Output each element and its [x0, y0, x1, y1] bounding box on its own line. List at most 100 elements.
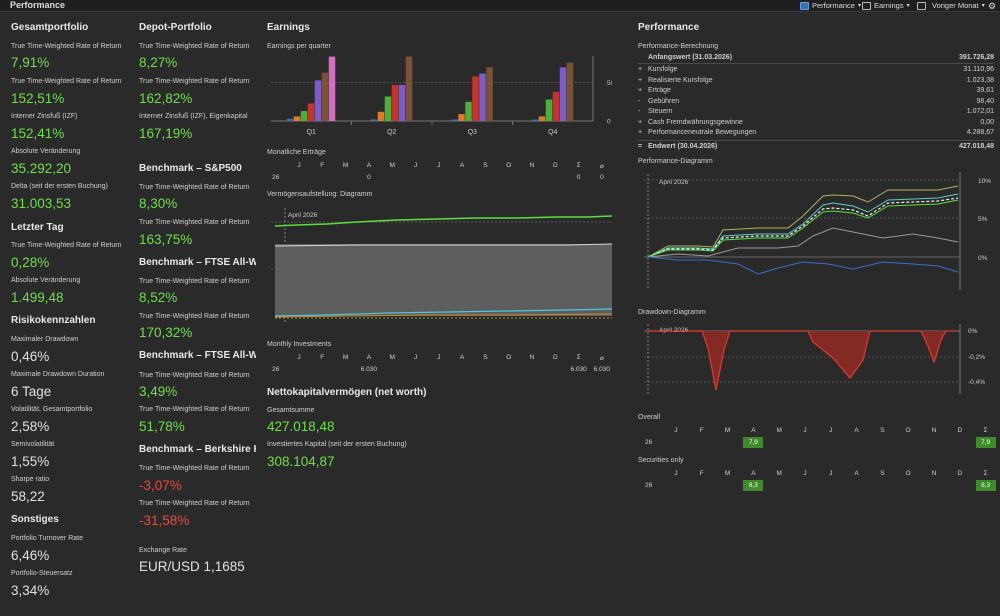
settings-gear-icon[interactable]: ⚙ — [988, 1, 997, 11]
month-header: O — [506, 162, 512, 169]
end-label: Endwert (30.04.2026) — [648, 143, 718, 150]
panel-toggle-icon[interactable] — [916, 1, 926, 10]
metric-value: 0,28% — [11, 255, 50, 270]
month-header: M — [724, 427, 731, 434]
series-line — [274, 308, 612, 317]
year-label: 26 — [272, 174, 280, 181]
month-value: 6.030 — [360, 366, 378, 373]
bar — [538, 116, 546, 121]
metric-value: 8,27% — [139, 55, 178, 70]
earnings-title: Earnings — [267, 22, 310, 33]
app-title: Performance — [10, 0, 66, 10]
metric-label: True Time-Weighted Rate of Return — [11, 78, 122, 85]
month-header: Σ — [576, 162, 581, 169]
risiko-title: Risikokennzahlen — [11, 315, 96, 326]
metric-label: Maximaler Drawdown — [11, 336, 79, 343]
series-line — [647, 256, 959, 275]
month-header: D — [552, 162, 558, 169]
month-header: J — [297, 162, 301, 169]
month-header: M — [342, 162, 349, 169]
y-tick-label: 10% — [978, 178, 991, 185]
series-line — [647, 185, 959, 258]
dropdown-icon: ▾ — [981, 3, 985, 9]
bar — [451, 119, 458, 121]
performance-view-button[interactable]: Performance ▾ — [800, 1, 861, 10]
earnings-view-label: Earnings — [874, 1, 904, 10]
vermoegen-chart: April 2026 — [271, 208, 612, 322]
net-worth-sum-label: Gesamtsumme — [267, 407, 315, 414]
month-value: 0 — [367, 174, 371, 181]
earnings-per-quarter-chart: 0 500 Q1 Q2 Q3 Q4 — [271, 56, 612, 136]
metric-value: 6 Tage — [11, 384, 52, 399]
metric-label: Delta (seit der ersten Buchung) — [11, 183, 108, 190]
start-label: Anfangswert (31.03.2026) — [648, 54, 733, 61]
month-header: N — [529, 354, 535, 361]
calc-value: 98,40 — [976, 97, 994, 105]
month-header: N — [931, 470, 937, 477]
drawdown-line — [648, 330, 956, 391]
metric-value: 152,51% — [11, 91, 65, 106]
dropdown-icon: ▾ — [906, 3, 910, 9]
year-label: 26 — [645, 439, 653, 446]
y-tick-label: 0 — [607, 119, 611, 126]
month-header: J — [437, 354, 441, 361]
month-header: O — [905, 470, 911, 477]
dropdown-icon: ▾ — [857, 3, 861, 9]
month-header: A — [459, 354, 465, 361]
month-header: A — [854, 470, 859, 477]
month-header: J — [829, 470, 833, 477]
depot-title: Depot-Portfolio — [139, 22, 212, 33]
metric-value: 170,32% — [139, 325, 193, 340]
metric-label: Semivolatilität — [11, 441, 55, 448]
bar — [458, 114, 465, 121]
exchange-rate-label: Exchange Rate — [139, 547, 187, 554]
y-tick-label: 500 — [607, 80, 612, 87]
earnings-view-button[interactable]: Earnings ▾ — [862, 1, 926, 10]
month-header: D — [957, 470, 963, 477]
calc-label: Performanceneutrale Bewegungen — [648, 129, 757, 136]
metric-label: True Time-Weighted Rate of Return — [139, 406, 250, 413]
month-header: J — [803, 427, 807, 434]
bar — [531, 119, 539, 121]
metric-label: True Time-Weighted Rate of Return — [139, 184, 250, 191]
month-header: Σ — [983, 470, 988, 477]
month-header: J — [297, 354, 301, 361]
bar — [405, 56, 413, 121]
month-header: M — [776, 427, 782, 434]
month-value: 6.030 — [593, 366, 611, 373]
month-header: J — [674, 427, 678, 434]
metric-value: 3,49% — [139, 384, 178, 399]
april-label: April 2026 — [288, 212, 318, 219]
calc-value: 1.072,01 — [966, 108, 994, 115]
month-header: F — [320, 162, 325, 169]
bar — [472, 76, 479, 121]
month-header: S — [880, 427, 885, 434]
month-header: N — [529, 162, 535, 169]
start-value: 391.726,28 — [958, 54, 994, 61]
letzter-tag-title: Letzter Tag — [11, 222, 64, 233]
metric-label: Volatilität, Gesamtportfolio — [11, 406, 93, 413]
bar — [328, 56, 336, 121]
month-header: D — [957, 427, 963, 434]
month-value: 0 — [600, 174, 604, 181]
metric-value: 8,30% — [139, 196, 178, 211]
metric-value: -31,58% — [139, 513, 190, 528]
month-header: ⌀ — [599, 355, 604, 362]
bar — [545, 99, 553, 121]
series-line — [274, 243, 612, 247]
calc-label: Steuern — [648, 108, 673, 115]
metric-label: Interner Zinsfuß (IZF) — [11, 113, 78, 120]
metric-label: Sharpe ratio — [11, 476, 50, 483]
performance-diagram-title: Performance-Diagramm — [638, 158, 713, 165]
metric-value: 7,91% — [11, 55, 50, 70]
exchange-rate-value: EUR/USD 1,1685 — [139, 559, 245, 574]
calc-label: Realisierte Kursfolge — [648, 76, 713, 84]
period-selector[interactable]: Voriger Monat ▾ — [932, 1, 985, 10]
month-header: M — [776, 470, 782, 477]
year-label: 26 — [272, 366, 280, 373]
series-line — [647, 197, 959, 258]
metric-label: True Time-Weighted Rate of Return — [139, 278, 250, 285]
month-header: F — [699, 427, 704, 434]
month-header: S — [483, 162, 488, 169]
period-label: Voriger Monat — [932, 1, 979, 10]
